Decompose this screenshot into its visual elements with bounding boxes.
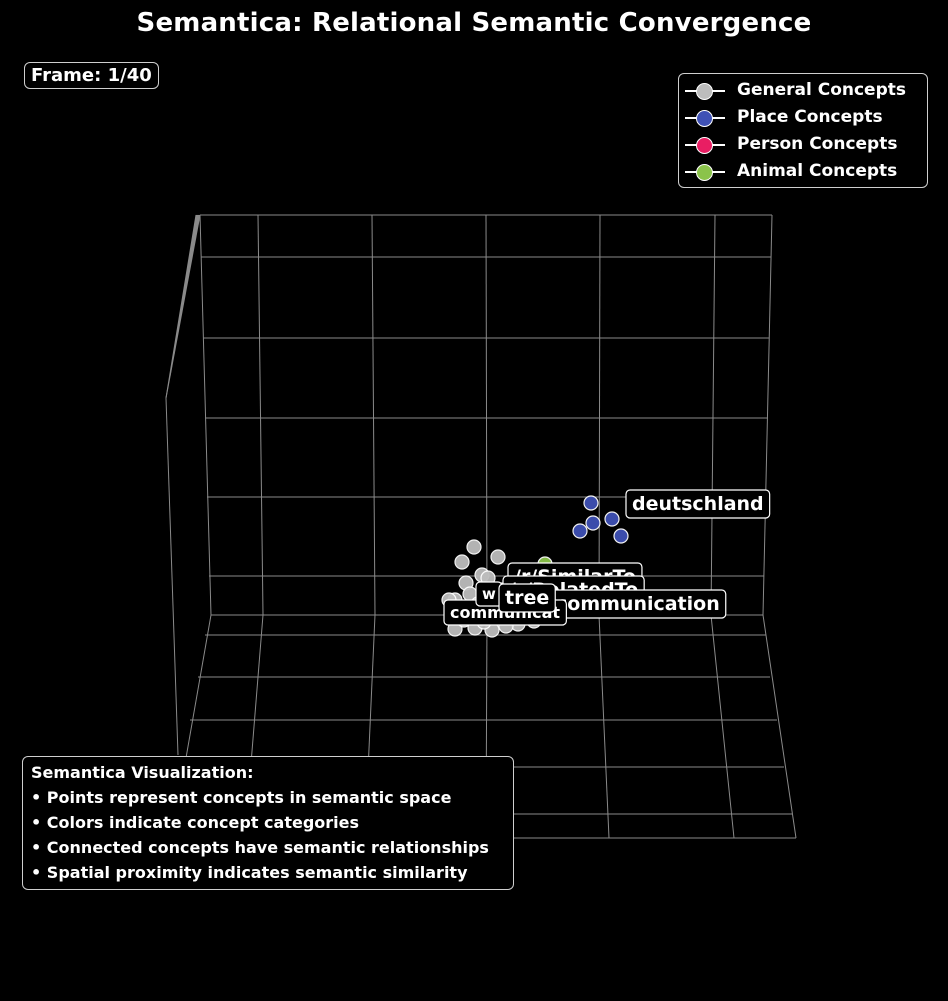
grid-line xyxy=(485,214,488,616)
grid-line xyxy=(199,214,212,616)
concept-label-text: communication xyxy=(556,593,720,615)
grid-line xyxy=(165,397,179,756)
concept-point xyxy=(585,515,601,531)
legend-marker-general xyxy=(696,83,713,100)
grid-line xyxy=(710,214,716,616)
grid-line xyxy=(165,214,201,399)
concept-label-box xyxy=(625,489,771,519)
grid-line xyxy=(598,614,610,839)
concept-label-text: deutschland xyxy=(632,493,764,515)
concept-label: communication xyxy=(549,589,727,619)
concept-point xyxy=(613,528,629,544)
concept-point xyxy=(490,549,506,565)
legend-item-person: Person Concepts xyxy=(679,131,927,158)
concept-point xyxy=(454,554,470,570)
info-heading: Semantica Visualization: xyxy=(31,763,254,782)
concept-label: tree xyxy=(498,583,556,613)
legend-label-general: General Concepts xyxy=(737,80,906,100)
grid-line xyxy=(257,214,264,616)
legend-label-animal: Animal Concepts xyxy=(737,161,898,181)
info-line: • Connected concepts have semantic relat… xyxy=(31,838,489,857)
legend-marker-person xyxy=(696,137,713,154)
legend-item-place: Place Concepts xyxy=(679,104,927,131)
concept-label: w xyxy=(475,581,503,607)
grid-line xyxy=(371,214,376,616)
grid-line xyxy=(762,614,797,839)
concept-label-text: w xyxy=(482,585,496,603)
concept-point xyxy=(604,511,620,527)
info-box: Semantica Visualization: • Points repres… xyxy=(22,756,514,890)
grid-line xyxy=(762,214,773,616)
frame-counter: Frame: 1/40 xyxy=(24,62,159,89)
concept-label-text: tree xyxy=(505,587,549,609)
info-line: • Colors indicate concept categories xyxy=(31,813,360,832)
concept-point xyxy=(583,495,599,511)
chart-title: Semantica: Relational Semantic Convergen… xyxy=(136,8,812,38)
concept-point xyxy=(572,523,588,539)
grid-line xyxy=(598,214,601,616)
legend: General Concepts Place Concepts Person C… xyxy=(678,73,928,188)
axes-grid xyxy=(165,214,797,839)
legend-marker-place xyxy=(696,110,713,127)
concept-point xyxy=(466,539,482,555)
concept-labels: deutschland/r/SimilarTo/r/RelatedTocommu… xyxy=(443,489,771,626)
concept-label-box xyxy=(498,583,556,613)
info-line: • Points represent concepts in semantic … xyxy=(31,788,452,807)
legend-label-place: Place Concepts xyxy=(737,107,883,127)
grid-line xyxy=(710,614,735,839)
legend-marker-animal xyxy=(696,164,713,181)
legend-label-person: Person Concepts xyxy=(737,134,898,154)
legend-item-animal: Animal Concepts xyxy=(679,158,927,185)
info-line: • Spatial proximity indicates semantic s… xyxy=(31,863,468,882)
legend-item-general: General Concepts xyxy=(679,77,927,104)
concept-label: deutschland xyxy=(625,489,771,519)
